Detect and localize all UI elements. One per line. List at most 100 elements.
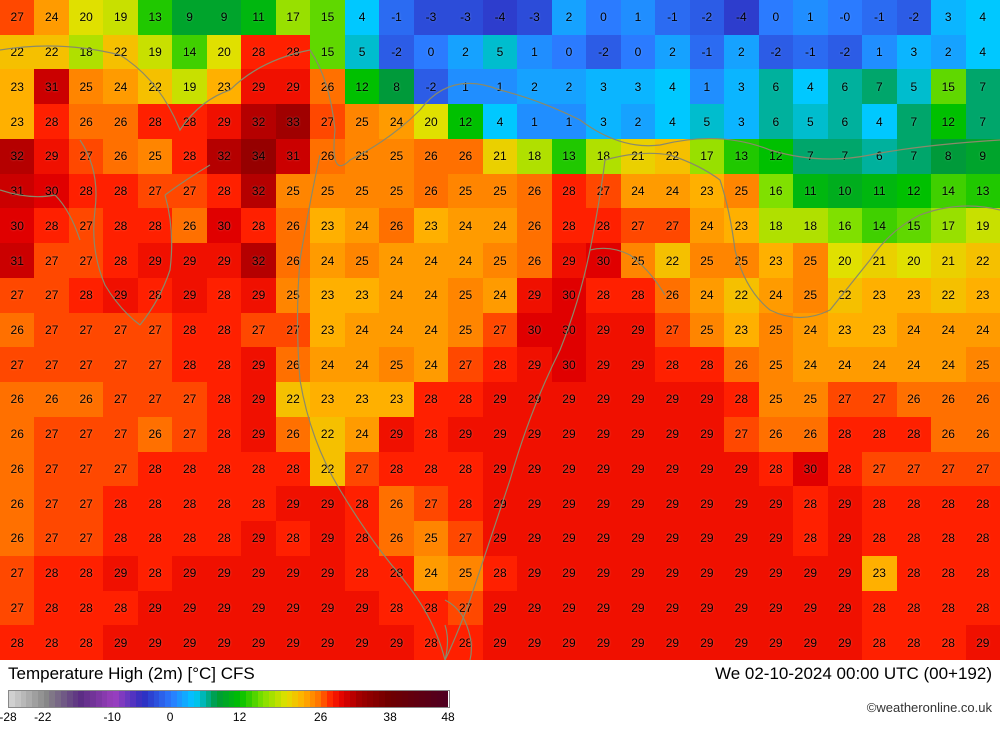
grid-cell: 30 [517,313,551,348]
grid-cell-value: 28 [873,636,886,650]
grid-cell-value: 4 [979,10,986,24]
grid-cell-value: 26 [424,149,437,163]
grid-cell: 27 [931,452,965,487]
grid-cell: 26 [414,139,448,174]
grid-cell-value: 24 [942,323,955,337]
grid-cell: 29 [103,625,137,660]
grid-cell: 25 [345,139,379,174]
grid-cell: 7 [793,139,827,174]
grid-cell: 26 [0,313,34,348]
grid-cell: 27 [0,347,34,382]
grid-cell-value: 19 [148,45,161,59]
grid-cell: 28 [483,556,517,591]
grid-cell: 4 [793,69,827,104]
grid-cell-value: 29 [804,601,817,615]
grid-cell: 28 [897,521,931,556]
grid-cell-value: 28 [562,184,575,198]
grid-cell-value: 26 [11,462,24,476]
grid-cell-value: -2 [391,45,402,59]
grid-cell-value: 29 [217,115,230,129]
grid-cell-value: 25 [459,323,472,337]
grid-cell-value: 29 [597,462,610,476]
grid-cell: 27 [103,417,137,452]
grid-cell: 5 [793,104,827,139]
grid-cell-value: 29 [597,531,610,545]
grid-cell: 29 [138,243,172,278]
grid-cell-value: 28 [148,219,161,233]
grid-cell-value: 24 [390,254,403,268]
grid-cell-value: 24 [976,323,989,337]
grid-cell-value: 29 [735,601,748,615]
grid-cell-value: 29 [286,497,299,511]
grid-cell-value: 28 [873,531,886,545]
grid-cell: 29 [207,243,241,278]
grid-cell: 24 [793,347,827,382]
grid-cell: 23 [310,382,344,417]
grid-cell: 18 [586,139,620,174]
grid-cell: 29 [310,486,344,521]
grid-cell: 28 [483,347,517,382]
grid-cell-value: 13 [735,149,748,163]
grid-cell-value: 25 [355,254,368,268]
grid-cell-value: 14 [873,219,886,233]
grid-cell-value: 29 [217,601,230,615]
grid-cell-value: 33 [286,115,299,129]
grid-cell-value: 9 [186,10,193,24]
grid-cell: 28 [172,347,206,382]
grid-cell: 29 [724,521,758,556]
grid-cell-value: 0 [566,45,573,59]
grid-cell: 28 [379,556,413,591]
colorbar-tick: -10 [104,710,121,724]
grid-cell: 27 [34,347,68,382]
grid-cell: 7 [966,104,1000,139]
grid-cell-value: 15 [321,45,334,59]
map-footer: Temperature High (2m) [°C] CFS We 02-10-… [0,660,1000,733]
grid-cell-value: 25 [424,531,437,545]
grid-cell-value: 28 [217,462,230,476]
grid-cell-value: 27 [80,497,93,511]
grid-cell: 27 [138,313,172,348]
grid-cell-value: 23 [424,219,437,233]
grid-cell-value: 24 [390,288,403,302]
grid-cell-value: 31 [45,80,58,94]
grid-cell-value: 28 [459,462,472,476]
grid-cell: 26 [655,278,689,313]
grid-cell-value: 27 [148,358,161,372]
grid-cell-value: 27 [252,323,265,337]
grid-cell: 28 [724,382,758,417]
grid-cell: 22 [931,278,965,313]
grid-cell-value: 26 [321,149,334,163]
grid-cell-value: 28 [217,427,230,441]
grid-cell-value: 32 [252,184,265,198]
grid-cell-value: 19 [976,219,989,233]
grid-cell: 29 [172,591,206,626]
grid-cell: 26 [103,139,137,174]
grid-cell-value: 28 [80,184,93,198]
grid-cell-value: 29 [286,566,299,580]
grid-cell-value: 29 [666,531,679,545]
grid-cell: 22 [966,243,1000,278]
grid-cell-value: 29 [631,497,644,511]
grid-cell-value: 27 [80,323,93,337]
grid-cell: 23 [379,382,413,417]
grid-cell: 24 [828,347,862,382]
grid-cell-value: 28 [286,531,299,545]
grid-cell-value: 18 [769,219,782,233]
grid-cell: 29 [517,591,551,626]
grid-cell-value: 28 [804,497,817,511]
grid-cell: 20 [897,243,931,278]
grid-cell-value: 20 [838,254,851,268]
grid-cell: 2 [931,35,965,70]
grid-cell-value: 4 [669,115,676,129]
grid-cell: 12 [931,104,965,139]
grid-cell: 25 [690,313,724,348]
grid-cell-value: 29 [838,601,851,615]
grid-cell: 25 [345,104,379,139]
grid-cell-value: 29 [666,636,679,650]
grid-cell-value: 28 [45,636,58,650]
grid-cell: 29 [621,382,655,417]
grid-cell: 26 [0,452,34,487]
grid-cell: 24 [310,243,344,278]
grid-cell: 28 [241,486,275,521]
grid-cell-value: 27 [114,462,127,476]
